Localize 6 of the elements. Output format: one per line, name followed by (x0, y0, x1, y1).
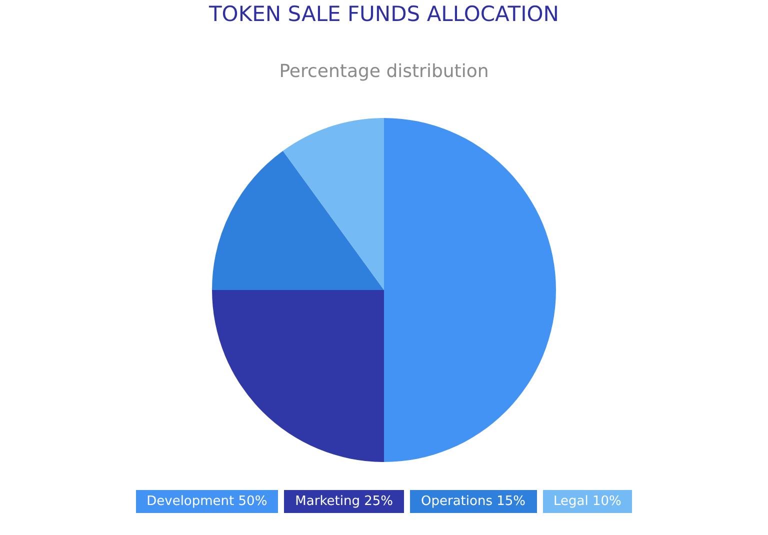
legend-label: Legal 10% (554, 490, 632, 513)
legend-label: Development 50% (146, 490, 278, 513)
chart-subtitle: Percentage distribution (278, 60, 490, 84)
chart-title: TOKEN SALE FUNDS ALLOCATION (208, 1, 560, 28)
legend-label: Marketing 25% (295, 490, 404, 513)
legend-label: Operations 15% (421, 490, 536, 513)
